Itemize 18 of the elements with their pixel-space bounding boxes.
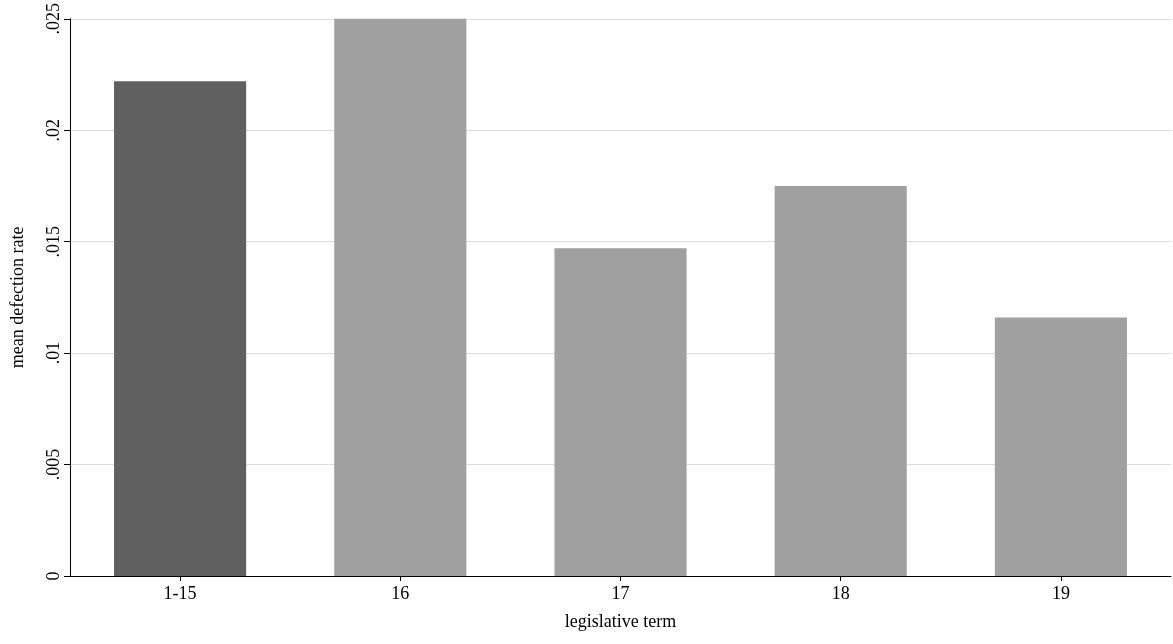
x-tick-label: 18 <box>831 583 850 603</box>
y-tick-label: 0 <box>43 571 63 581</box>
y-tick-label: .015 <box>43 225 63 258</box>
bar <box>114 81 247 576</box>
y-tick-label: .02 <box>43 118 63 142</box>
bar <box>774 185 907 576</box>
y-tick-label: .005 <box>43 448 63 481</box>
bar <box>554 248 687 576</box>
x-tick-label: 1-15 <box>163 583 197 603</box>
y-tick-label: .01 <box>43 341 63 365</box>
bar <box>994 317 1127 576</box>
y-tick-label: .025 <box>43 3 63 35</box>
x-axis-title: legislative term <box>564 611 677 631</box>
bar <box>334 18 467 576</box>
x-tick-label: 17 <box>611 583 630 603</box>
y-axis-title: mean defection rate <box>7 226 27 369</box>
x-tick-label: 16 <box>391 583 410 603</box>
x-tick-label: 19 <box>1051 583 1070 603</box>
